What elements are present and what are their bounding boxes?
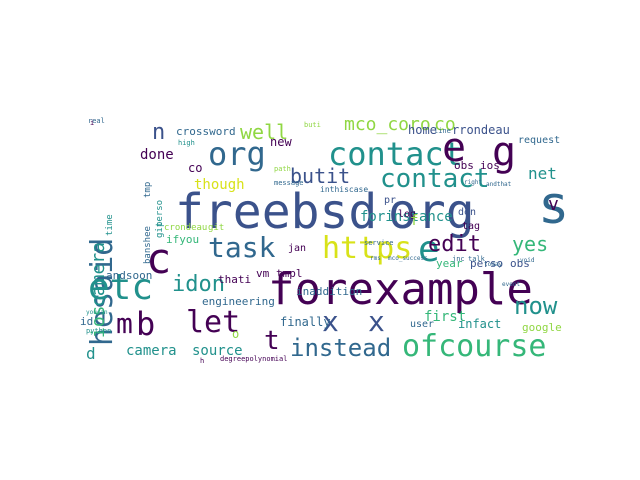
cloud-word: path bbox=[274, 165, 291, 173]
cloud-word: now bbox=[514, 292, 558, 320]
cloud-word: new bbox=[270, 135, 292, 149]
cloud-word: m bbox=[116, 307, 133, 340]
cloud-word: service bbox=[364, 239, 394, 247]
cloud-word: n bbox=[152, 120, 166, 145]
cloud-word: git bbox=[208, 223, 225, 233]
cloud-word: perso bbox=[470, 257, 504, 270]
cloud-word: s bbox=[538, 176, 570, 236]
cloud-word: edit bbox=[428, 232, 481, 257]
cloud-word: infact bbox=[458, 317, 502, 331]
cloud-word: pr bbox=[384, 195, 397, 206]
cloud-word: first bbox=[424, 309, 467, 325]
cloud-word: idon bbox=[172, 272, 225, 297]
cloud-word: ofcourse bbox=[402, 329, 547, 364]
cloud-word: perso bbox=[155, 199, 165, 227]
cloud-word: though bbox=[194, 177, 245, 193]
cloud-word: banshee bbox=[143, 225, 153, 264]
cloud-word: d bbox=[86, 344, 96, 363]
cloud-word: contact bbox=[380, 164, 490, 194]
cloud-word: o bbox=[232, 327, 240, 341]
cloud-word: home bbox=[408, 123, 437, 137]
cloud-word: i bbox=[90, 119, 95, 127]
cloud-word: high bbox=[178, 139, 195, 147]
cloud-word: degreepolynomial bbox=[220, 355, 288, 363]
cloud-word: finally bbox=[280, 315, 331, 329]
cloud-word: x bbox=[368, 305, 385, 338]
cloud-word: rms bbox=[370, 255, 381, 262]
cloud-word: org bbox=[208, 135, 266, 173]
cloud-word: right bbox=[464, 179, 483, 186]
cloud-word: id bbox=[80, 315, 94, 328]
cloud-word: today bbox=[484, 261, 503, 268]
cloud-word: request bbox=[518, 135, 561, 146]
cloud-word: v bbox=[548, 194, 559, 215]
cloud-word: b bbox=[136, 305, 156, 343]
cloud-word: camera bbox=[126, 343, 177, 359]
cloud-word: obs bbox=[454, 159, 474, 172]
cloud-word: inthiscase bbox=[320, 185, 369, 194]
cloud-word: talk bbox=[468, 255, 485, 263]
cloud-word: x bbox=[322, 305, 339, 338]
cloud-word: butit bbox=[290, 164, 351, 188]
cloud-word: tmp bbox=[143, 181, 153, 199]
cloud-word: instead bbox=[290, 334, 392, 362]
cloud-word: f bbox=[410, 213, 419, 229]
cloud-word: line bbox=[434, 127, 451, 135]
cloud-word: crossword bbox=[176, 125, 236, 138]
cloud-word: year bbox=[436, 257, 463, 270]
cloud-word: e bbox=[442, 125, 467, 171]
cloud-word: forexample bbox=[268, 264, 533, 315]
cloud-word: obs bbox=[510, 257, 530, 270]
cloud-word: log bbox=[398, 209, 417, 220]
cloud-word: source bbox=[192, 343, 243, 359]
cloud-word: co bbox=[434, 114, 456, 135]
cloud-word: c bbox=[146, 234, 172, 283]
cloud-word: done bbox=[140, 147, 174, 163]
cloud-word: freebsd bbox=[175, 184, 378, 240]
cloud-word: event bbox=[502, 281, 521, 288]
cloud-word: buti bbox=[304, 121, 321, 129]
word-cloud: freebsd org s forexample org contact e g hesaid c… bbox=[80, 110, 576, 368]
cloud-word: user bbox=[410, 319, 435, 330]
cloud-word: void bbox=[520, 257, 535, 264]
cloud-word: don bbox=[458, 207, 477, 218]
cloud-word: mco_success bbox=[388, 255, 428, 262]
cloud-word: ios bbox=[480, 159, 500, 172]
cloud-word: crondeau bbox=[164, 223, 208, 233]
cloud-word: engineering bbox=[202, 295, 275, 308]
cloud-word: h bbox=[200, 357, 205, 365]
cloud-word: vm bbox=[256, 267, 270, 280]
cloud-word: etc bbox=[88, 267, 154, 308]
cloud-word: t bbox=[264, 326, 280, 356]
cloud-word: jnc bbox=[452, 255, 465, 263]
cloud-word: rrondeau bbox=[452, 123, 510, 137]
cloud-word: org bbox=[388, 184, 475, 240]
cloud-word: well bbox=[240, 120, 289, 144]
cloud-word: andthat bbox=[486, 181, 512, 188]
cloud-word: thati bbox=[218, 273, 252, 286]
cloud-word: message bbox=[274, 179, 304, 187]
cloud-word: tag bbox=[462, 221, 481, 232]
cloud-word: https bbox=[322, 231, 413, 266]
cloud-word: yes bbox=[512, 232, 549, 256]
cloud-word: e bbox=[418, 229, 440, 270]
cloud-word: net bbox=[528, 164, 557, 183]
cloud-word: time bbox=[105, 213, 115, 236]
cloud-word: let bbox=[186, 305, 241, 340]
cloud-word: python bbox=[86, 327, 112, 335]
cloud-word: google bbox=[522, 321, 562, 334]
cloud-word: g bbox=[492, 129, 517, 175]
cloud-word: co bbox=[188, 161, 203, 175]
cloud-word: task bbox=[208, 231, 276, 264]
cloud-word: contact bbox=[328, 135, 463, 173]
cloud-word: andsoon bbox=[106, 269, 153, 282]
cloud-word: jan bbox=[288, 243, 307, 254]
cloud-word: forinstance bbox=[360, 209, 453, 225]
cloud-word: real bbox=[88, 117, 105, 125]
cloud-word: tmpl bbox=[276, 267, 303, 280]
cloud-word: inaddition bbox=[296, 285, 363, 298]
cloud-word: ifyou bbox=[166, 233, 200, 246]
cloud-word: youcan bbox=[86, 309, 108, 316]
cloud-word: mco_coro bbox=[344, 114, 431, 135]
